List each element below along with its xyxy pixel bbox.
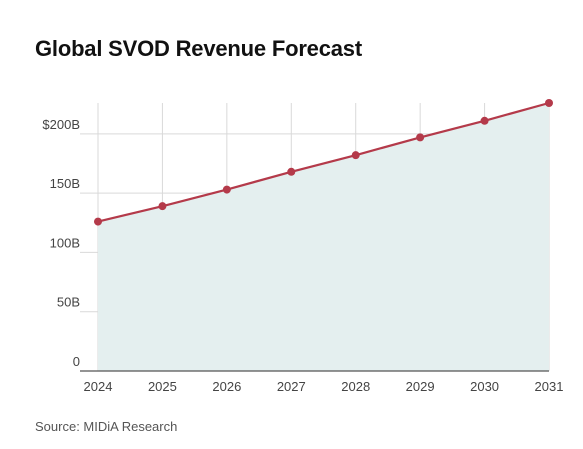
x-tick-label: 2025 bbox=[148, 379, 177, 394]
data-point-2028 bbox=[351, 151, 360, 160]
x-tick-label: 2028 bbox=[341, 379, 370, 394]
chart-title: Global SVOD Revenue Forecast bbox=[35, 36, 362, 61]
data-point-2025 bbox=[158, 202, 167, 211]
x-tick-label: 2026 bbox=[212, 379, 241, 394]
source-note: Source: MIDiA Research bbox=[35, 419, 178, 434]
x-tick-label: 2029 bbox=[406, 379, 435, 394]
x-tick-label: 2031 bbox=[535, 379, 564, 394]
data-point-2027 bbox=[287, 167, 296, 176]
data-points bbox=[94, 99, 553, 226]
y-tick-label: 150B bbox=[50, 176, 80, 191]
data-point-2024 bbox=[94, 217, 102, 226]
x-tick-label: 2027 bbox=[277, 379, 306, 394]
y-tick-labels: 0 50B 100B 150B $200B bbox=[42, 117, 80, 369]
data-point-2030 bbox=[480, 116, 489, 125]
y-tick-label: 100B bbox=[50, 235, 80, 250]
area-fill bbox=[98, 103, 549, 371]
x-tick-labels: 2024 2025 2026 2027 2028 2029 2030 2031 bbox=[84, 379, 564, 394]
data-point-2031 bbox=[545, 99, 553, 107]
series-line bbox=[97, 101, 550, 223]
y-tick-label: 50B bbox=[57, 295, 80, 310]
y-tick-label: $200B bbox=[42, 117, 80, 132]
data-point-2029 bbox=[416, 133, 425, 142]
y-tick-label: 0 bbox=[73, 354, 80, 369]
x-tick-label: 2024 bbox=[84, 379, 113, 394]
x-tick-label: 2030 bbox=[470, 379, 499, 394]
data-point-2026 bbox=[222, 185, 231, 194]
